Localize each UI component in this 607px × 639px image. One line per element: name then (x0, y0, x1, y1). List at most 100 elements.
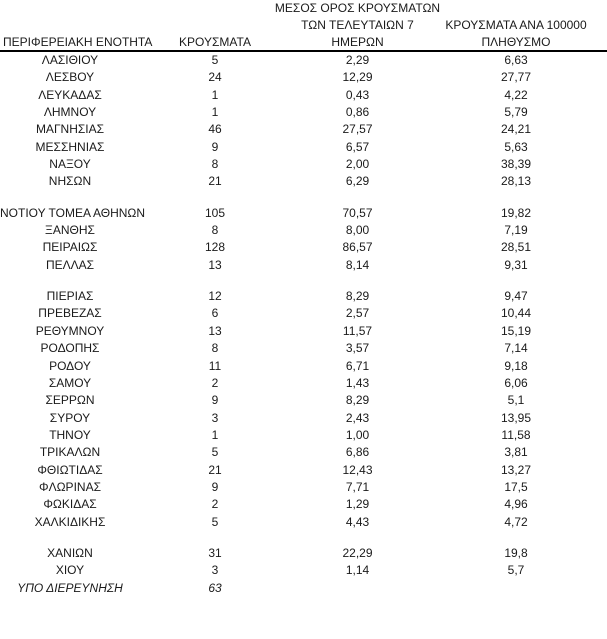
cases-cell: 8 (211, 157, 219, 172)
region-cell: ΧΑΝΙΩΝ (47, 545, 93, 560)
region-cell: ΝΟΤΙΟΥ ΤΟΜΕΑ ΑΘΗΝΩΝ (0, 205, 146, 220)
table-row: ΧΑΝΙΩΝ 31 22,29 19,8 (0, 545, 607, 562)
cases-cell: 11 (208, 358, 222, 373)
cases-cell: 3 (211, 563, 219, 578)
avg7-cell: 22,29 (342, 545, 373, 560)
region-cell: ΣΥΡΟΥ (49, 410, 91, 425)
per100k-cell: 5,7 (507, 563, 525, 578)
regional-unit-header-label: ΠΕΡΙΦΕΡΕΙΑΚΗ ΕΝΟΤΗΤΑ (3, 35, 153, 49)
table-row: ΤΗΝΟΥ 1 1,00 11,58 (0, 427, 607, 444)
per100k-cell: 4,72 (504, 514, 528, 529)
per100k-cell: 15,19 (500, 323, 532, 338)
avg7-cell: 11,57 (342, 323, 373, 338)
per100k-cell: 5,1 (507, 393, 525, 408)
region-cell: ΦΩΚΙΔΑΣ (43, 497, 97, 512)
region-cell: ΛΑΣΙΘΙΟΥ (41, 53, 99, 67)
per100k-cell: 7,19 (504, 223, 528, 238)
per100k-cell: 4,22 (504, 87, 528, 102)
table-row: ΠΕΙΡΑΙΩΣ 128 86,57 28,51 (0, 239, 607, 256)
region-cell: ΣΕΡΡΩΝ (45, 393, 95, 408)
cases-cell: 13 (208, 257, 222, 272)
table-spacer-row (0, 191, 607, 205)
cases-cell: 8 (211, 341, 219, 356)
table-row: ΡΕΘΥΜΝΟΥ 13 11,57 15,19 (0, 323, 607, 340)
per100k-cell: 6,06 (504, 375, 528, 390)
per100k-cell: 13,27 (500, 462, 532, 477)
cases-cell: 31 (208, 545, 222, 560)
table-spacer-row (0, 531, 607, 545)
region-cell: ΞΑΝΘΗΣ (45, 223, 95, 238)
avg7-cell: 0,86 (345, 105, 370, 120)
column-header-avg-7day: ΜΕΣΟΣ ΟΡΟΣ ΚΡΟΥΣΜΑΤΩΝ ΤΩΝ ΤΕΛΕΥΤΑΙΩΝ 7 Η… (275, 0, 440, 51)
region-cell: ΧΙΟΥ (55, 563, 85, 578)
avg7-cell: 8,14 (345, 257, 370, 272)
per100k-cell: 9,18 (504, 358, 528, 373)
cases-cell: 3 (211, 410, 219, 425)
cases-header-label: ΚΡΟΥΣΜΑΤΑ (179, 35, 251, 49)
table-body: ΛΑΣΙΘΙΟΥ 5 2,29 6,63 ΛΕΣΒΟΥ 24 12,29 27,… (0, 52, 607, 597)
per-100k-header-line1: ΚΡΟΥΣΜΑΤΑ ΑΝΑ 100000 (445, 18, 587, 32)
per100k-cell (425, 580, 607, 597)
region-cell: ΠΙΕΡΙΑΣ (46, 289, 94, 304)
avg7-cell: 12,29 (342, 70, 373, 85)
table-row: ΣΥΡΟΥ 3 2,43 13,95 (0, 410, 607, 427)
region-cell: ΠΕΛΛΑΣ (45, 257, 95, 272)
table-row: ΣΕΡΡΩΝ 9 8,29 5,1 (0, 392, 607, 409)
table-row: ΡΟΔΟΠΗΣ 8 3,57 7,14 (0, 340, 607, 357)
column-header-cases: ΚΡΟΥΣΜΑΤΑ (140, 0, 290, 51)
avg7-cell (290, 580, 425, 597)
table-spacer-row (0, 274, 607, 288)
cases-cell: 1 (211, 87, 219, 102)
table-row: ΝΟΤΙΟΥ ΤΟΜΕΑ ΑΘΗΝΩΝ 105 70,57 19,82 (0, 205, 607, 222)
cases-cell: 9 (211, 479, 219, 494)
avg7-cell: 86,57 (342, 240, 373, 255)
region-cell: ΣΑΜΟΥ (48, 375, 92, 390)
table-row: ΧΑΛΚΙΔΙΚΗΣ 5 4,43 4,72 (0, 514, 607, 531)
avg-7day-header-line2: ΤΩΝ ΤΕΛΕΥΤΑΙΩΝ 7 (301, 18, 414, 32)
avg7-cell: 6,57 (345, 139, 370, 154)
per100k-cell: 5,63 (504, 139, 528, 154)
table-row: ΠΙΕΡΙΑΣ 12 8,29 9,47 (0, 288, 607, 305)
table-row: ΛΕΣΒΟΥ 24 12,29 27,77 (0, 69, 607, 86)
region-cell: ΠΡΕΒΕΖΑΣ (38, 306, 102, 321)
region-cell: ΜΑΓΝΗΣΙΑΣ (35, 122, 105, 137)
avg7-cell: 1,14 (345, 563, 370, 578)
table-row: ΛΕΥΚΑΔΑΣ 1 0,43 4,22 (0, 87, 607, 104)
avg7-cell: 27,57 (342, 122, 373, 137)
region-cell: ΜΕΣΣΗΝΙΑΣ (35, 139, 105, 154)
per100k-cell: 24,21 (500, 122, 532, 137)
cases-cell: 105 (204, 205, 226, 220)
table-row: ΛΑΣΙΘΙΟΥ 5 2,29 6,63 (0, 52, 607, 69)
region-cell: ΠΕΙΡΑΙΩΣ (42, 240, 98, 255)
table-row: ΧΙΟΥ 3 1,14 5,7 (0, 562, 607, 579)
table-row: ΠΕΛΛΑΣ 13 8,14 9,31 (0, 257, 607, 274)
cases-cell: 2 (211, 497, 219, 512)
avg7-cell: 6,71 (345, 358, 370, 373)
per100k-cell: 17,5 (504, 479, 528, 494)
cases-cell: 9 (211, 139, 219, 154)
avg7-cell: 70,57 (342, 205, 373, 220)
per100k-cell: 7,14 (504, 341, 528, 356)
per100k-cell: 19,82 (500, 205, 532, 220)
cases-cell: 63 (208, 580, 222, 595)
per100k-cell: 11,58 (501, 427, 531, 442)
region-cell: ΥΠΟ ΔΙΕΡΕΥΝΗΣΗ (17, 580, 123, 595)
table-row: ΦΛΩΡΙΝΑΣ 9 7,71 17,5 (0, 479, 607, 496)
avg-7day-header-line3: ΗΜΕΡΩΝ (331, 35, 384, 49)
region-cell: ΛΕΣΒΟΥ (45, 70, 95, 85)
table-row: ΤΡΙΚΑΛΩΝ 5 6,86 3,81 (0, 444, 607, 461)
avg7-cell: 6,29 (345, 174, 370, 189)
cases-cell: 46 (208, 122, 222, 137)
avg7-cell: 4,43 (345, 514, 370, 529)
avg7-cell: 8,00 (345, 223, 370, 238)
avg7-cell: 2,57 (345, 306, 370, 321)
avg7-cell: 6,86 (345, 445, 370, 460)
column-header-regional-unit: ΠΕΡΙΦΕΡΕΙΑΚΗ ΕΝΟΤΗΤΑ (0, 0, 152, 51)
table-row: ΦΩΚΙΔΑΣ 2 1,29 4,96 (0, 496, 607, 513)
per100k-cell: 5,79 (504, 105, 528, 120)
table-row: ΣΑΜΟΥ 2 1,43 6,06 (0, 375, 607, 392)
per-100k-header-line2: ΠΛΗΘΥΣΜΟ (481, 35, 551, 49)
cases-cell: 128 (204, 240, 226, 255)
cases-cell: 12 (208, 289, 222, 304)
